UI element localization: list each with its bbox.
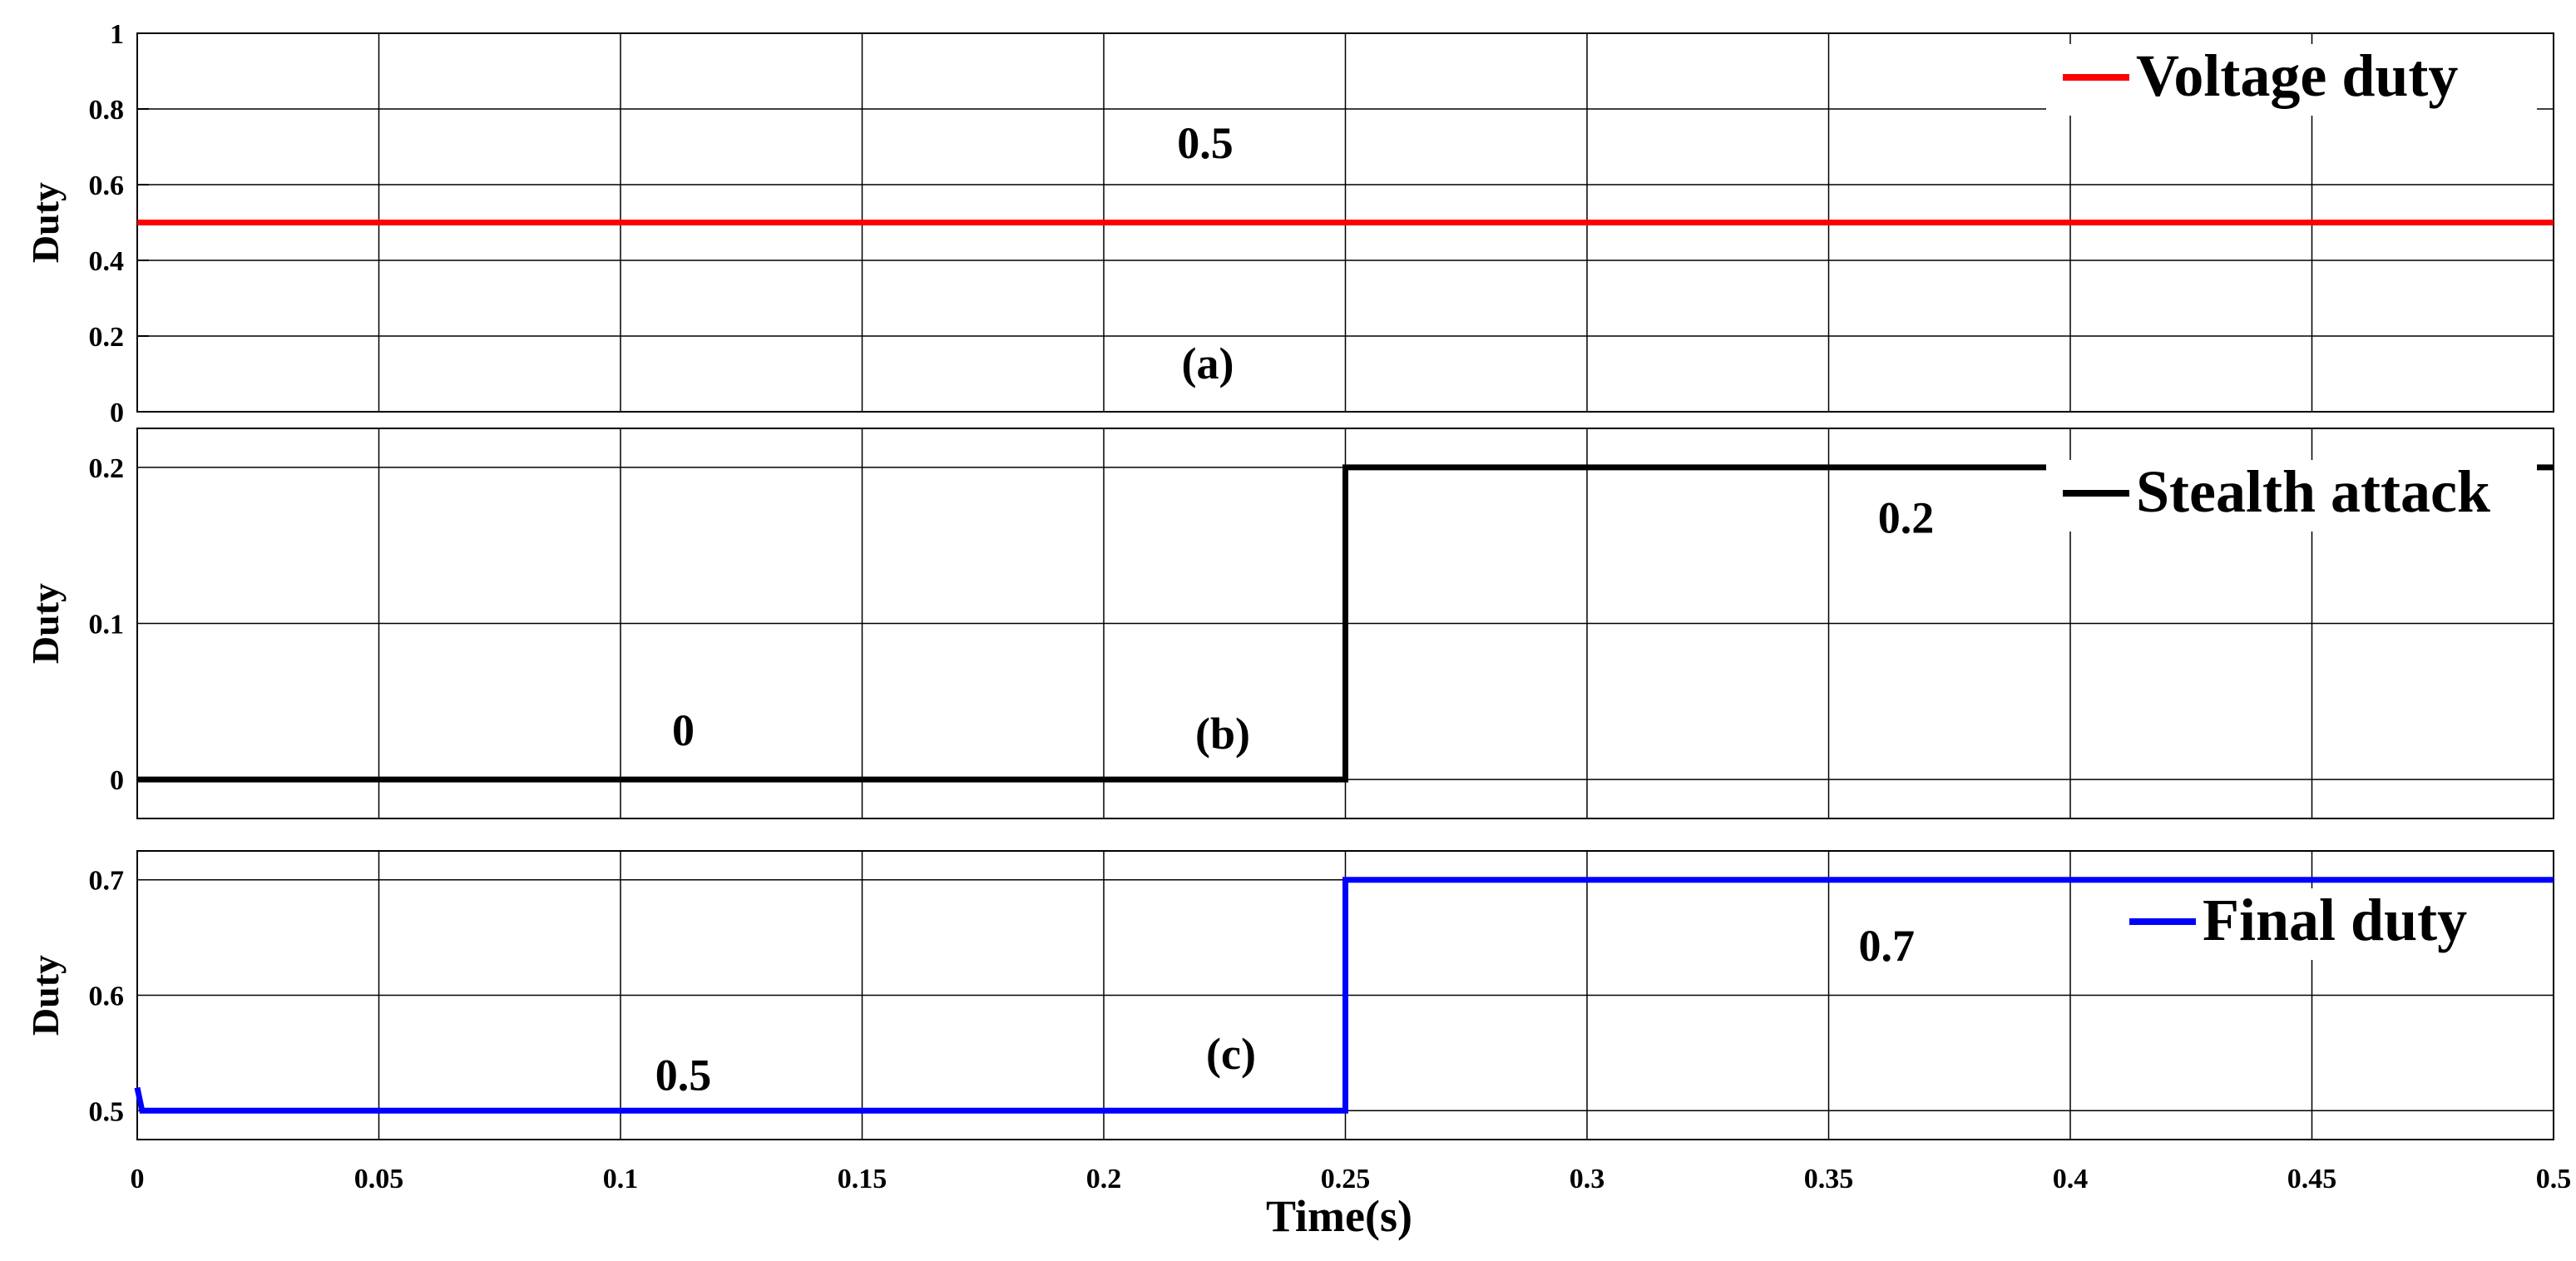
y-tick-label-c-0: 0.5 [89, 1096, 125, 1127]
y-tick-label-a-0: 0 [110, 398, 124, 428]
x-tick-label-8: 0.4 [2053, 1164, 2089, 1194]
plot-frame-c [136, 850, 2554, 1140]
y-axis-label-a: Duty [24, 182, 67, 263]
y-tick-label-a-4: 0.8 [89, 95, 125, 126]
legend-label-c: Final duty [2203, 887, 2467, 953]
x-tick-label-7: 0.35 [1804, 1164, 1854, 1194]
value-annotation-c-0: 0.5 [655, 1050, 712, 1100]
x-axis-label: Time(s) [1266, 1191, 1412, 1241]
value-annotation-c-1: 0.7 [1858, 921, 1915, 971]
series-line-c-0 [134, 877, 2554, 1114]
y-tick-label-b-2: 0.2 [89, 453, 125, 484]
x-tick-label-0: 0 [131, 1164, 145, 1194]
y-tick-label-c-2: 0.7 [89, 866, 125, 897]
x-tick-label-1: 0.05 [354, 1164, 404, 1194]
x-tick-label-9: 0.45 [2287, 1164, 2337, 1194]
legend-label-b: Stealth attack [2136, 458, 2490, 525]
y-axis-label-c: Duty [24, 955, 67, 1036]
plot-frame-b [136, 428, 2554, 819]
y-tick-label-b-1: 0.1 [89, 610, 125, 640]
x-tick-label-3: 0.15 [838, 1164, 888, 1194]
x-tick-label-6: 0.3 [1570, 1164, 1605, 1194]
x-tick-label-4: 0.2 [1086, 1164, 1122, 1194]
y-tick-label-a-3: 0.6 [89, 171, 125, 201]
value-annotation-b-0: 0 [672, 705, 695, 755]
value-annotation-a-0: 0.5 [1177, 118, 1234, 168]
y-tick-label-a-2: 0.4 [89, 246, 125, 277]
series-line-b-0 [137, 464, 2554, 783]
panel-label-c: (c) [1206, 1029, 1256, 1079]
legend-label-a: Voltage duty [2136, 42, 2458, 109]
y-tick-label-a-1: 0.2 [89, 322, 125, 353]
x-tick-label-2: 0.1 [603, 1164, 639, 1194]
panel-label-b: (b) [1195, 709, 1250, 759]
y-tick-label-b-0: 0 [110, 765, 124, 796]
x-tick-label-10: 0.5 [2536, 1164, 2572, 1194]
value-annotation-b-1: 0.2 [1878, 493, 1935, 543]
y-tick-label-c-1: 0.6 [89, 982, 125, 1012]
panel-label-a: (a) [1182, 339, 1234, 388]
y-axis-label-b: Duty [24, 583, 67, 664]
x-tick-label-5: 0.25 [1321, 1164, 1371, 1194]
y-tick-label-a-5: 1 [110, 19, 124, 50]
